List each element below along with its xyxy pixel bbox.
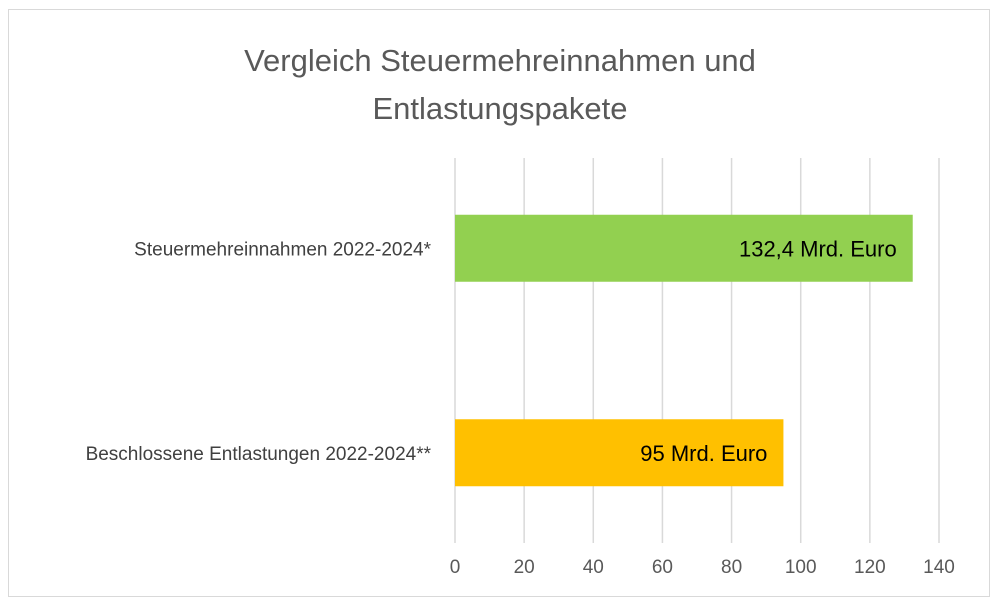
category-label-2: Beschlossene Entlastungen 2022-2024** [86,444,432,465]
x-tick-label-100: 100 [785,557,817,578]
x-tick-label-40: 40 [583,557,604,578]
x-tick-label-80: 80 [721,557,742,578]
x-tick-label-60: 60 [652,557,673,578]
chart-title-line-2: Entlastungspakete [372,91,628,126]
category-label-1: Steuermehreinnahmen 2022-2024* [134,239,431,260]
data-label-2: 95 Mrd. Euro [640,441,767,466]
bar-1 [455,214,913,282]
x-tick-label-0: 0 [450,557,461,578]
x-tick-label-20: 20 [514,557,535,578]
chart-title: Vergleich Steuermehreinnahmen und Entlas… [9,37,991,133]
bar-chart-plot: 0 20 40 60 80 100 120 140 Steuermehreinnahmen 20… [86,158,955,578]
data-label-1: 132,4 Mrd. Euro [739,236,897,261]
x-tick-label-140: 140 [923,557,955,578]
x-tick-label-120: 120 [854,557,886,578]
chart-title-line-1: Vergleich Steuermehreinnahmen und [244,43,756,78]
bar-2 [455,419,784,487]
chart-frame: Vergleich Steuermehreinnahmen und Entlas… [8,9,990,597]
